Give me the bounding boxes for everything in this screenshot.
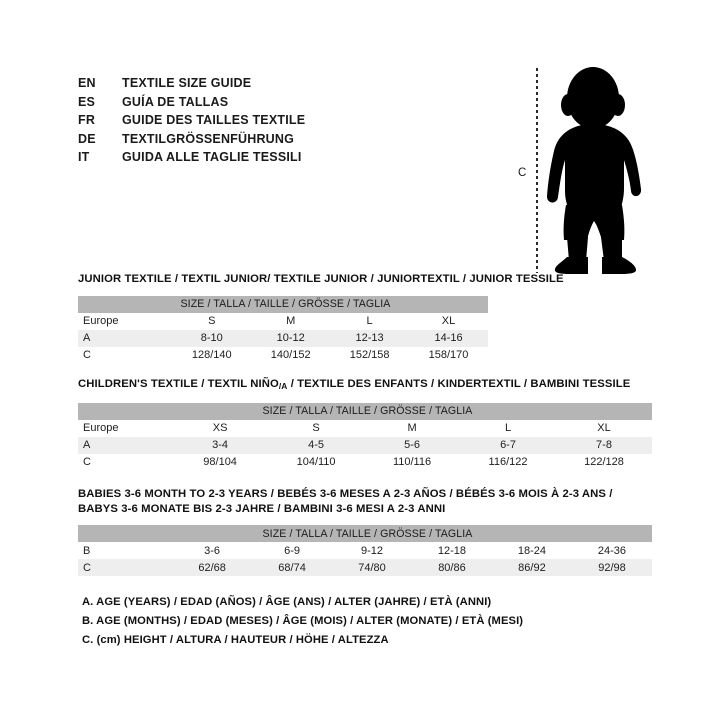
cell: 152/158 <box>330 346 410 364</box>
language-code-de: DE <box>78 131 96 146</box>
cell: 6-9 <box>252 542 333 559</box>
language-code-it: IT <box>78 150 90 164</box>
table-junior-size-bar: SIZE / TALLA / TAILLE / GRÖSSE / TAGLIA <box>78 295 488 313</box>
language-code-fr: FR <box>78 113 96 127</box>
section-title-children-pre: CHILDREN'S TEXTILE / TEXTIL NIÑO <box>78 378 279 390</box>
language-text-it: GUIDA ALLE TAGLIE TESSILI <box>122 150 302 164</box>
size-bar-label: SIZE / TALLA / TAILLE / GRÖSSE / TAGLIA <box>78 525 652 542</box>
height-measure-label: C <box>518 167 527 179</box>
section-children: CHILDREN'S TEXTILE / TEXTIL NIÑO/A / TEX… <box>78 377 652 471</box>
figure-area: C <box>500 55 670 285</box>
cell: 98/104 <box>172 453 269 471</box>
cell: M <box>364 419 461 437</box>
size-bar-label: SIZE / TALLA / TAILLE / GRÖSSE / TAGLIA <box>78 295 488 313</box>
row-label: C <box>78 346 173 364</box>
row-label: A <box>78 436 173 454</box>
cell: 12-18 <box>411 542 492 559</box>
language-text-es: GUÍA DE TALLAS <box>122 94 229 109</box>
cell: 158/170 <box>409 346 488 364</box>
cell: 10-12 <box>251 329 331 347</box>
cell: XS <box>172 419 269 437</box>
cell: 4-5 <box>268 436 365 454</box>
language-text-en: TEXTILE SIZE GUIDE <box>122 76 252 90</box>
section-title-babies-line1: BABIES 3-6 MONTH TO 2-3 YEARS / BEBÉS 3-… <box>78 488 613 500</box>
cell: 116/122 <box>460 453 556 471</box>
language-text-de: TEXTILGRÖSSENFÜHRUNG <box>122 131 295 146</box>
cell: S <box>172 312 252 330</box>
cell: 62/68 <box>172 559 253 576</box>
cell: 3-4 <box>172 436 269 454</box>
cell: 110/116 <box>364 453 461 471</box>
table-row: A 3-4 4-5 5-6 6-7 7-8 <box>78 436 652 454</box>
section-title-children-post: / TEXTILE DES ENFANTS / KINDERTEXTIL / B… <box>287 378 631 390</box>
language-row-de: DE TEXTILGRÖSSENFÜHRUNG <box>78 132 305 151</box>
cell: 8-10 <box>172 329 252 347</box>
language-row-it: IT GUIDA ALLE TAGLIE TESSILI <box>78 150 305 169</box>
row-label: Europe <box>78 419 173 437</box>
cell: XL <box>409 312 488 330</box>
row-label: C <box>78 453 173 471</box>
cell: 3-6 <box>172 542 253 559</box>
table-junior: SIZE / TALLA / TAILLE / GRÖSSE / TAGLIA … <box>78 295 488 364</box>
child-silhouette-icon <box>546 67 642 274</box>
cell: L <box>460 419 556 437</box>
language-text-fr: GUIDE DES TAILLES TEXTILE <box>122 113 306 127</box>
cell: 6-7 <box>460 436 556 454</box>
cell: 7-8 <box>556 436 652 454</box>
section-title-children: CHILDREN'S TEXTILE / TEXTIL NIÑO/A / TEX… <box>78 377 652 394</box>
language-row-fr: FR GUIDE DES TAILLES TEXTILE <box>78 113 305 132</box>
cell: 92/98 <box>571 559 652 576</box>
row-label: A <box>78 329 173 347</box>
cell: 86/92 <box>491 559 572 576</box>
legend-item-b: B. AGE (MONTHS) / EDAD (MESES) / ÂGE (MO… <box>82 615 524 627</box>
cell: 18-24 <box>491 542 572 559</box>
table-children-size-bar: SIZE / TALLA / TAILLE / GRÖSSE / TAGLIA <box>78 402 652 420</box>
cell: 104/110 <box>268 453 365 471</box>
language-code-en: EN <box>78 76 96 90</box>
section-junior: JUNIOR TEXTILE / TEXTIL JUNIOR/ TEXTILE … <box>78 272 564 364</box>
cell: L <box>330 312 410 330</box>
row-label: B <box>78 542 173 559</box>
cell: S <box>268 419 365 437</box>
cell: 5-6 <box>364 436 461 454</box>
size-bar-label: SIZE / TALLA / TAILLE / GRÖSSE / TAGLIA <box>78 402 652 420</box>
row-label: C <box>78 559 173 576</box>
table-row: A 8-10 10-12 12-13 14-16 <box>78 329 488 347</box>
section-title-junior: JUNIOR TEXTILE / TEXTIL JUNIOR/ TEXTILE … <box>78 273 564 285</box>
cell: 24-36 <box>571 542 652 559</box>
table-row: Europe S M L XL <box>78 312 488 330</box>
section-babies: BABIES 3-6 MONTH TO 2-3 YEARS / BEBÉS 3-… <box>78 487 652 576</box>
legend-item-c: C. (cm) HEIGHT / ALTURA / HAUTEUR / HÖHE… <box>82 634 389 646</box>
table-row: C 62/68 68/74 74/80 80/86 86/92 92/98 <box>78 559 652 576</box>
language-row-en: EN TEXTILE SIZE GUIDE <box>78 76 305 95</box>
cell: XL <box>556 419 652 437</box>
cell: 9-12 <box>332 542 412 559</box>
row-label: Europe <box>78 312 173 330</box>
language-row-es: ES GUÍA DE TALLAS <box>78 95 305 114</box>
language-code-es: ES <box>78 94 96 109</box>
cell: 128/140 <box>172 346 252 364</box>
table-row: C 98/104 104/110 110/116 116/122 122/128 <box>78 453 652 471</box>
language-header: EN TEXTILE SIZE GUIDE ES GUÍA DE TALLAS … <box>78 76 305 169</box>
legend: A. AGE (YEARS) / EDAD (AÑOS) / ÂGE (ANS)… <box>82 593 523 650</box>
table-babies: SIZE / TALLA / TAILLE / GRÖSSE / TAGLIA … <box>78 525 652 576</box>
section-title-children-sub: /A <box>278 381 288 391</box>
cell: 68/74 <box>252 559 333 576</box>
height-measure-line-icon <box>536 68 538 273</box>
cell: 80/86 <box>411 559 492 576</box>
table-children: SIZE / TALLA / TAILLE / GRÖSSE / TAGLIA … <box>78 402 652 471</box>
cell: M <box>251 312 331 330</box>
cell: 14-16 <box>409 329 488 347</box>
cell: 140/152 <box>251 346 331 364</box>
cell: 12-13 <box>330 329 410 347</box>
table-row: Europe XS S M L XL <box>78 419 652 437</box>
section-title-babies-line2: BABYS 3-6 MONATE BIS 2-3 JAHRE / BAMBINI… <box>78 502 446 515</box>
table-row: C 128/140 140/152 152/158 158/170 <box>78 346 488 364</box>
table-row: B 3-6 6-9 9-12 12-18 18-24 24-36 <box>78 542 652 559</box>
table-babies-size-bar: SIZE / TALLA / TAILLE / GRÖSSE / TAGLIA <box>78 525 652 542</box>
cell: 122/128 <box>556 453 652 471</box>
cell: 74/80 <box>332 559 412 576</box>
legend-item-a: A. AGE (YEARS) / EDAD (AÑOS) / ÂGE (ANS)… <box>82 596 492 608</box>
